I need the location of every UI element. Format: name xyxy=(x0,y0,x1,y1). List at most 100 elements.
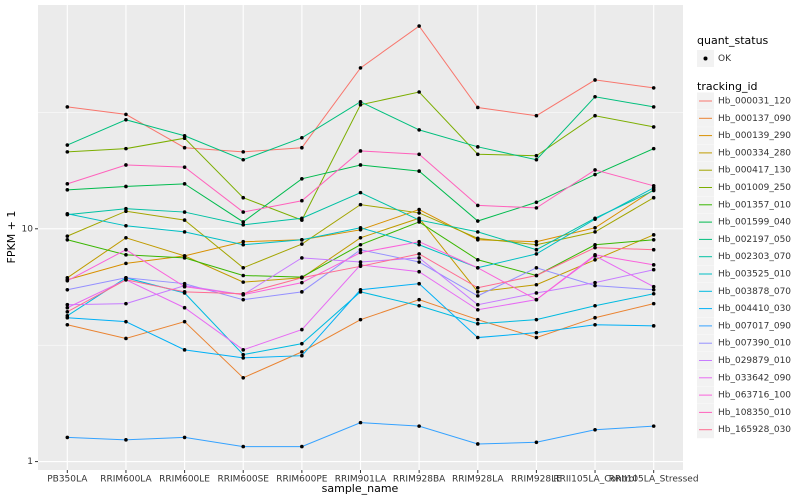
data-point xyxy=(124,253,128,257)
legend-title: tracking_id xyxy=(697,80,758,93)
data-point xyxy=(241,352,246,357)
data-point xyxy=(65,287,70,292)
data-point xyxy=(241,157,246,162)
data-point xyxy=(241,356,246,360)
data-point xyxy=(593,315,597,320)
data-point xyxy=(417,90,421,94)
data-point xyxy=(124,146,128,151)
data-point xyxy=(241,150,246,154)
data-point xyxy=(475,145,480,149)
data-point xyxy=(300,341,304,346)
data-point xyxy=(65,305,70,310)
data-point xyxy=(300,237,304,242)
data-point xyxy=(124,163,128,167)
data-point xyxy=(417,169,421,173)
data-point xyxy=(182,305,187,310)
legend-label: Hb_033642_090 xyxy=(718,373,791,383)
data-point xyxy=(651,188,656,193)
data-point xyxy=(65,275,70,280)
data-point xyxy=(65,315,70,320)
data-point xyxy=(124,277,128,282)
data-point xyxy=(534,239,539,244)
data-point xyxy=(300,290,304,294)
data-point xyxy=(651,247,656,252)
data-point xyxy=(651,184,656,188)
data-point xyxy=(182,290,187,294)
data-point xyxy=(534,247,539,252)
data-point xyxy=(475,335,480,340)
data-point xyxy=(241,376,246,380)
data-point xyxy=(65,435,70,440)
data-point xyxy=(358,260,363,264)
data-point xyxy=(593,230,597,234)
data-point xyxy=(651,324,656,328)
data-point xyxy=(182,145,187,150)
data-point xyxy=(417,303,421,308)
legend-label: Hb_108350_010 xyxy=(718,408,791,418)
data-point xyxy=(300,280,304,285)
legend-title: quant_status xyxy=(697,34,769,47)
data-point xyxy=(417,252,421,256)
data-point xyxy=(475,290,480,294)
legend-label: Hb_004410_030 xyxy=(718,304,791,314)
data-point xyxy=(358,190,363,195)
data-point xyxy=(300,444,304,449)
data-point xyxy=(593,245,597,250)
data-point xyxy=(182,348,187,352)
data-point xyxy=(124,235,128,240)
data-point xyxy=(417,256,421,260)
data-point xyxy=(475,307,480,312)
data-point xyxy=(593,253,597,257)
x-tick-label: RRII105LA_Control xyxy=(553,475,636,485)
data-point xyxy=(358,202,363,207)
data-point xyxy=(534,317,539,322)
x-tick-label: PB350LA xyxy=(47,475,88,485)
data-point xyxy=(124,438,128,442)
data-point xyxy=(534,157,539,162)
data-point xyxy=(182,230,187,234)
legend-label: Hb_000417_130 xyxy=(718,166,791,176)
data-point xyxy=(65,182,70,186)
data-point xyxy=(300,353,304,358)
data-point xyxy=(475,152,480,157)
data-point xyxy=(182,256,187,260)
data-point xyxy=(417,24,421,28)
legend-label: Hb_000139_290 xyxy=(718,131,791,141)
data-point xyxy=(300,275,304,280)
data-point xyxy=(593,225,597,230)
data-point xyxy=(475,105,480,110)
data-point xyxy=(182,284,187,289)
legend-label: Hb_000137_090 xyxy=(718,114,791,124)
data-point xyxy=(300,256,304,260)
data-point xyxy=(417,260,421,264)
data-point xyxy=(182,133,187,138)
data-point xyxy=(475,236,480,241)
data-point xyxy=(651,267,656,272)
data-point xyxy=(358,225,363,230)
data-point xyxy=(358,242,363,247)
legend-label: Hb_001599_040 xyxy=(718,218,791,228)
data-point xyxy=(124,112,128,117)
y-tick-label: 1 xyxy=(27,457,33,467)
data-point xyxy=(124,209,128,214)
data-point xyxy=(593,283,597,288)
data-point xyxy=(475,219,480,223)
data-point xyxy=(593,280,597,285)
data-point xyxy=(475,230,480,234)
data-point xyxy=(475,294,480,298)
data-point xyxy=(241,348,246,352)
data-point xyxy=(65,143,70,147)
data-point xyxy=(358,102,363,107)
data-point xyxy=(417,239,421,244)
data-point xyxy=(651,263,656,267)
data-point xyxy=(534,252,539,256)
data-point xyxy=(593,95,597,99)
data-point xyxy=(182,182,187,186)
data-point xyxy=(124,117,128,122)
data-point xyxy=(417,269,421,274)
data-point xyxy=(124,206,128,211)
data-point xyxy=(651,86,656,90)
data-point xyxy=(300,145,304,150)
data-point xyxy=(65,150,70,154)
data-point xyxy=(124,184,128,189)
